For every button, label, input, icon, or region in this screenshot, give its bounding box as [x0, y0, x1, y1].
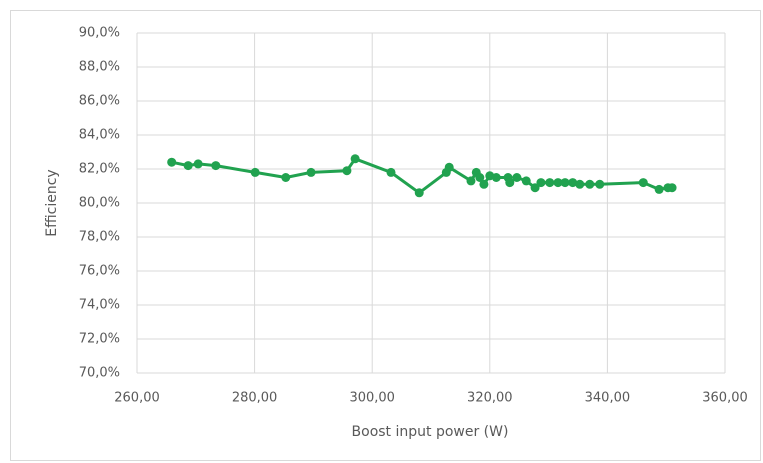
data-point	[281, 173, 291, 182]
data-point	[521, 176, 531, 186]
y-tick-label: 74,0%	[79, 298, 120, 313]
data-point	[444, 162, 454, 172]
data-point	[386, 167, 396, 177]
data-point	[350, 154, 360, 164]
data-point	[342, 166, 352, 176]
y-tick-label: 86,0%	[79, 94, 120, 109]
y-tick-label: 84,0%	[79, 128, 120, 143]
data-point	[585, 179, 595, 189]
data-point	[211, 161, 221, 171]
data-point	[193, 159, 203, 169]
x-tick-label: 300,00	[349, 391, 395, 406]
data-point	[568, 178, 578, 188]
data-point	[536, 178, 546, 188]
y-tick-label: 82,0%	[79, 162, 120, 177]
data-point	[545, 178, 555, 188]
x-tick-label: 260,00	[114, 391, 160, 406]
data-point	[638, 178, 648, 188]
x-tick-label: 280,00	[232, 391, 278, 406]
data-point	[306, 167, 316, 177]
data-point	[560, 178, 570, 188]
data-point	[595, 179, 605, 189]
data-point	[414, 188, 424, 198]
y-tick-label: 90,0%	[79, 26, 120, 41]
x-tick-label: 320,00	[467, 391, 513, 406]
y-tick-label: 72,0%	[79, 332, 120, 347]
data-point	[553, 178, 563, 188]
data-point	[575, 179, 585, 189]
y-tick-label: 76,0%	[79, 264, 120, 279]
data-point	[466, 176, 476, 186]
data-point	[475, 173, 485, 182]
x-tick-label: 340,00	[585, 391, 631, 406]
x-tick-label: 360,00	[702, 391, 748, 406]
y-axis-title: Efficiency	[44, 169, 60, 236]
data-point	[183, 161, 193, 171]
data-point	[491, 173, 501, 182]
data-point	[530, 183, 540, 193]
data-point	[505, 178, 515, 188]
chart-border	[10, 10, 761, 461]
data-point	[167, 157, 177, 167]
data-point	[479, 179, 489, 189]
y-tick-label: 70,0%	[79, 366, 120, 381]
data-point	[654, 184, 664, 194]
data-point	[250, 167, 260, 177]
data-point	[667, 183, 677, 193]
y-tick-label: 80,0%	[79, 196, 120, 211]
x-axis-title: Boost input power (W)	[352, 424, 509, 440]
y-tick-label: 78,0%	[79, 230, 120, 245]
data-point	[512, 173, 522, 182]
y-tick-label: 88,0%	[79, 60, 120, 75]
